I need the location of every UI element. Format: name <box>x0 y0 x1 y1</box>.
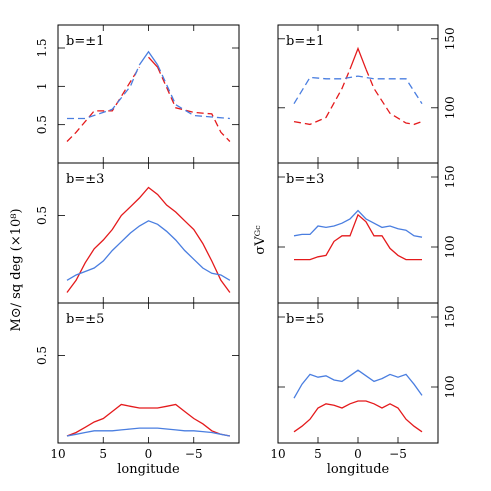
x-axis-label: longitude <box>117 462 180 477</box>
panel-right-top: 100 150 b=±1 <box>277 24 457 164</box>
series-group <box>66 403 231 437</box>
y-tick-label: 150 <box>443 306 457 329</box>
panel-frame <box>277 302 439 444</box>
series-line <box>66 427 231 437</box>
y-tick-label: 150 <box>443 27 457 50</box>
panel-label: b=±1 <box>66 34 104 49</box>
series-group <box>293 46 423 126</box>
x-tick-label: 0 <box>354 447 362 461</box>
series-line <box>293 400 423 433</box>
x-tick-label: 10 <box>50 447 65 461</box>
x-tick-label: −5 <box>185 447 203 461</box>
panel-right-bottom: 100 150 b=±5 <box>277 302 457 444</box>
left-y-axis-label: M⊙/ sq deg (×10⁸) <box>9 208 24 331</box>
y-tick-label: 100 <box>443 236 457 259</box>
panel-label: b=±5 <box>66 312 104 327</box>
right-y-axis-label: σVᴳᶜ <box>253 225 268 255</box>
series-line <box>294 213 422 261</box>
y-tick-label: 100 <box>443 96 457 119</box>
y-tick-label: 0.5 <box>35 206 49 225</box>
series-line <box>67 64 140 120</box>
x-tick-label: 0 <box>145 447 153 461</box>
panel-label: b=±3 <box>66 172 104 187</box>
series-line <box>293 369 423 399</box>
series-line <box>365 68 423 126</box>
panel-left-top: 0.5 1 1.5 b=±1 <box>35 24 240 164</box>
panel-label: b=±3 <box>286 172 324 187</box>
panel-left-bottom: 0.5 b=±5 <box>35 302 240 444</box>
x-tick-label: 5 <box>314 447 322 461</box>
series-line <box>148 56 159 68</box>
series-group <box>293 209 423 261</box>
series-line <box>293 209 423 238</box>
x-tick-label: −5 <box>389 447 407 461</box>
series-line <box>157 66 231 142</box>
panel-left-middle: 0.5 b=±3 <box>35 162 240 304</box>
y-tick-label: 100 <box>443 376 457 399</box>
series-line <box>66 66 140 142</box>
y-tick-label: 0.5 <box>35 346 49 365</box>
series-group <box>293 369 423 433</box>
panel-frame <box>57 302 240 444</box>
y-tick-label: 1.5 <box>35 38 49 57</box>
series-line <box>293 68 351 126</box>
series-line <box>157 64 230 120</box>
series-line <box>293 75 423 105</box>
panel-label: b=±5 <box>286 312 324 327</box>
x-axis-label: longitude <box>327 462 390 477</box>
series-line <box>66 403 231 437</box>
series-line <box>66 220 231 281</box>
series-line <box>138 50 159 66</box>
y-tick-label: 1 <box>35 83 49 91</box>
series-line <box>66 186 231 293</box>
y-tick-label: 150 <box>443 166 457 189</box>
panel-label: b=±1 <box>286 34 324 49</box>
series-group <box>66 186 231 293</box>
panel-right-middle: 100 150 b=±3 <box>277 162 457 304</box>
series-line <box>349 46 367 70</box>
series-group <box>66 50 231 142</box>
y-tick-label: 0.5 <box>35 115 49 134</box>
x-tick-label: 5 <box>99 447 107 461</box>
x-tick-label: 10 <box>270 447 285 461</box>
panels: 0.5 1 1.5 b=±1 0.5 b=±3 0.5 b=±5 100 150 b=±1 100 15… <box>35 24 457 444</box>
